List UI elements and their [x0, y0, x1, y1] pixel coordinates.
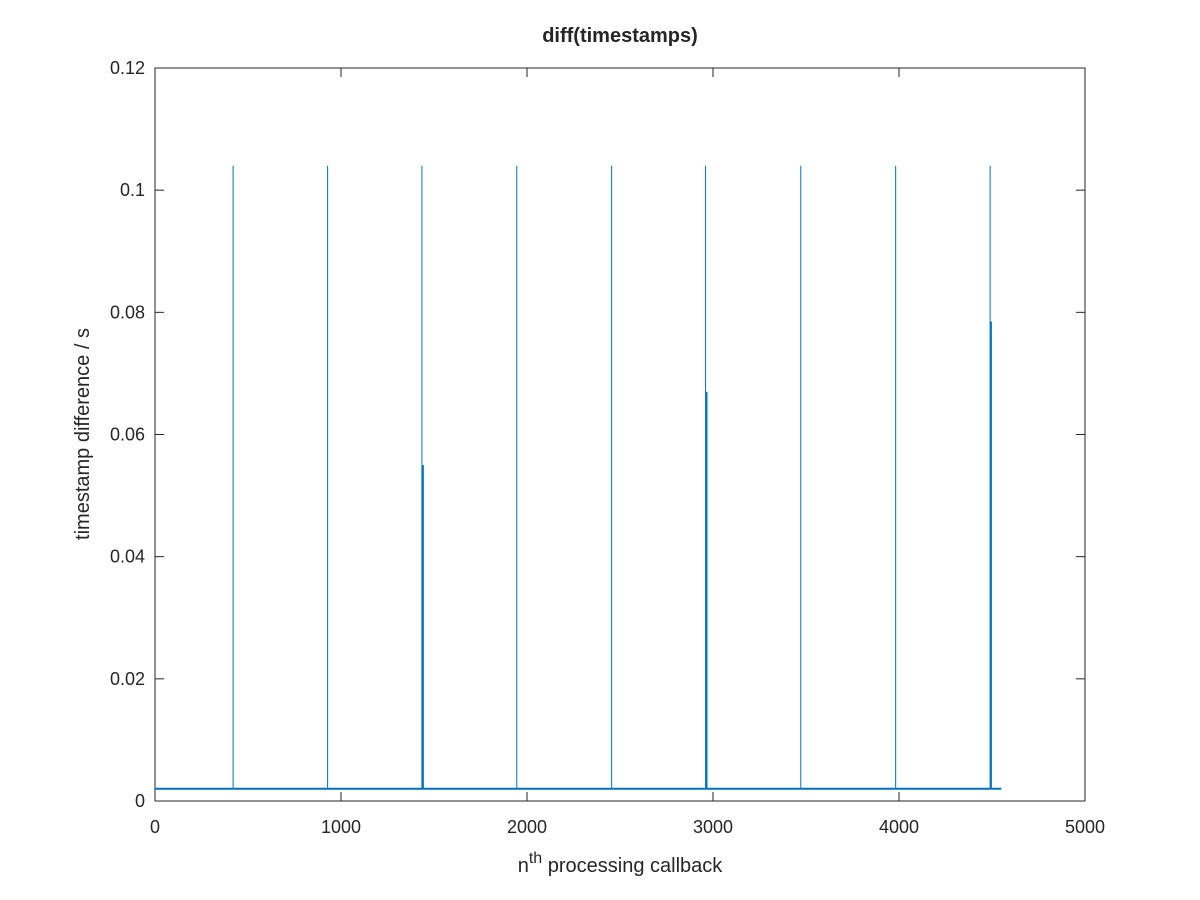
x-axis-label: nth processing callback — [518, 850, 724, 877]
x-tick-label: 0 — [150, 817, 160, 837]
x-axis-label-rest: processing callback — [542, 855, 723, 877]
y-tick-label: 0.04 — [110, 547, 145, 567]
y-tick-label: 0.08 — [110, 302, 145, 322]
y-tick-label: 0 — [135, 791, 145, 811]
x-tick-label: 2000 — [507, 817, 547, 837]
series-layer — [155, 165, 1002, 790]
axes-frame — [154, 67, 1086, 802]
ticks-layer: 0 1000 2000 3000 4000 5000 0 0.02 0.04 0.06 0.08 0.… — [110, 58, 1105, 837]
y-axis-label: timestamp difference / s — [72, 328, 94, 540]
plot-area: 0 1000 2000 3000 4000 5000 0 0.02 0.04 0.06 0.08 0.… — [110, 58, 1105, 837]
x-axis-label-superscript: th — [529, 850, 542, 867]
y-tick-label: 0.02 — [110, 669, 145, 689]
x-tick-label: 1000 — [321, 817, 361, 837]
y-tick-label: 0.1 — [120, 180, 145, 200]
x-tick-label: 3000 — [693, 817, 733, 837]
x-tick-label: 4000 — [879, 817, 919, 837]
x-axis-label-base: n — [518, 855, 529, 877]
y-tick-label: 0.06 — [110, 425, 145, 445]
chart-title: diff(timestamps) — [542, 25, 698, 47]
y-tick-label: 0.12 — [110, 58, 145, 78]
x-tick-label: 5000 — [1065, 817, 1105, 837]
